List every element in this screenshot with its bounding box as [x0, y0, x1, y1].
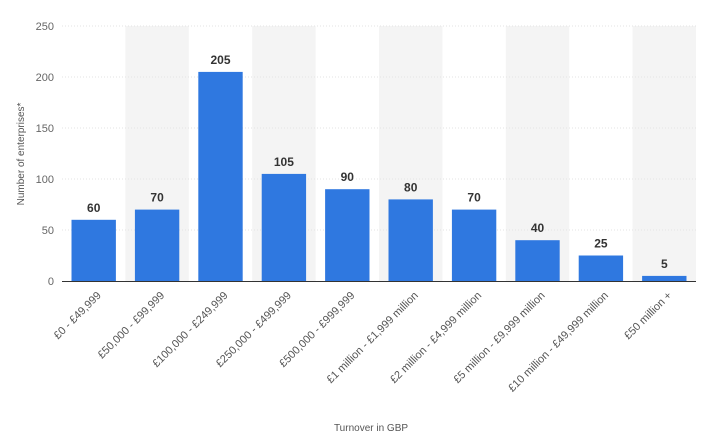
x-axis-title: Turnover in GBP	[334, 423, 408, 434]
column-bands	[125, 26, 696, 281]
y-tick-label: 150	[36, 123, 54, 135]
data-label: 205	[210, 53, 230, 67]
y-axis-ticks: 0 50 100 150 200 250	[36, 21, 54, 288]
bar[interactable]	[261, 173, 307, 281]
column-band	[505, 26, 570, 281]
data-labels: 60 70 205 105 90 80 70 40 25 5	[87, 53, 668, 271]
x-tick-label: £0 - £49,999	[52, 290, 104, 342]
data-label: 40	[531, 221, 545, 235]
bar[interactable]	[71, 219, 116, 281]
bar[interactable]	[515, 240, 560, 281]
data-label: 90	[341, 170, 355, 184]
data-label: 25	[594, 237, 608, 251]
data-label: 5	[661, 257, 668, 271]
bar[interactable]	[325, 189, 370, 281]
data-label: 60	[87, 201, 101, 215]
x-tick-label: £10 million - £49,999 million	[506, 290, 611, 395]
bar[interactable]	[134, 209, 180, 281]
bar[interactable]	[451, 209, 497, 281]
column-band	[632, 26, 696, 281]
data-label: 70	[467, 191, 481, 205]
bars	[71, 71, 687, 282]
x-tick-label: £50,000 - £99,999	[96, 290, 168, 362]
bar[interactable]	[642, 275, 687, 281]
bar[interactable]	[198, 71, 243, 282]
y-tick-label: 0	[48, 276, 54, 288]
bar[interactable]	[388, 199, 433, 281]
y-axis-title: Number of enterprises*	[16, 102, 27, 205]
y-tick-label: 100	[36, 174, 54, 186]
bar[interactable]	[578, 255, 624, 282]
x-axis-ticks: £0 - £49,999£50,000 - £99,999£100,000 - …	[52, 290, 675, 395]
y-tick-label: 250	[36, 21, 54, 33]
data-label: 105	[274, 155, 294, 169]
x-tick-label: £50 million +	[622, 290, 674, 342]
y-tick-label: 200	[36, 72, 54, 84]
data-label: 80	[404, 180, 418, 194]
data-label: 70	[150, 191, 164, 205]
y-tick-label: 50	[42, 225, 54, 237]
